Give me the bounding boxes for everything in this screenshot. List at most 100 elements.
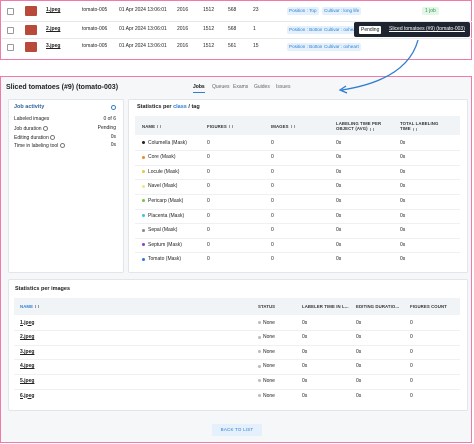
cell: 0s	[400, 227, 406, 234]
size: 568	[228, 7, 237, 13]
cell: 0s	[336, 197, 342, 204]
image-name[interactable]: 3.jpeg	[46, 43, 61, 49]
checkbox[interactable]	[7, 44, 14, 51]
cell: 0	[207, 227, 210, 234]
activity-title: Job activity	[14, 104, 45, 110]
cell: 0s	[302, 348, 308, 355]
back-button-label[interactable]: BACK TO LIST	[220, 427, 254, 432]
color-dot	[142, 214, 145, 217]
cell: 0	[207, 154, 210, 161]
settings-icon[interactable]	[111, 105, 116, 110]
images-title: Statistics per images	[15, 286, 71, 292]
activity-value: 0s	[110, 133, 116, 140]
date: 01 Apr 2024 13:06:01	[119, 26, 167, 32]
cell: 0s	[356, 392, 362, 399]
class-title: Statistics per class / tag	[137, 104, 200, 111]
cell: Pericarp (Mask)	[148, 197, 184, 204]
cell: 0s	[302, 377, 308, 384]
image-link[interactable]: 4.jpeg	[20, 363, 35, 370]
height: 1512	[203, 26, 215, 32]
cell: 0s	[336, 241, 342, 248]
tag: Position : Bottom	[287, 26, 326, 34]
cell: None	[263, 377, 275, 384]
activity-label: Job duration	[14, 125, 49, 132]
row-divider	[2, 38, 472, 39]
cell: 0	[271, 154, 274, 161]
width: 2016	[177, 43, 189, 49]
thumbnail	[25, 42, 37, 52]
cell: 0	[271, 227, 274, 234]
cell: 0	[207, 256, 210, 263]
cell: 0s	[400, 154, 406, 161]
job-count[interactable]: 1 job	[422, 7, 439, 15]
cell: 0	[207, 212, 210, 219]
info-icon	[59, 143, 65, 149]
row-divider	[135, 150, 460, 152]
image-link[interactable]: 3.jpeg	[20, 348, 35, 355]
cell: 0s	[400, 256, 406, 263]
popup-job[interactable]: Sliced tomatoes (#9) (tomato-003)	[389, 26, 465, 32]
image-link[interactable]: 6.jpeg	[20, 392, 35, 399]
tab[interactable]: Exams	[233, 84, 249, 90]
color-dot	[142, 184, 145, 188]
column-header[interactable]: IMAGES	[271, 124, 326, 129]
image-link[interactable]: 1.jpeg	[20, 319, 35, 326]
checkbox[interactable]	[7, 27, 14, 34]
color-dot	[142, 243, 145, 247]
cell: 0	[410, 392, 413, 399]
cell: 0	[207, 241, 210, 248]
column-header[interactable]: FIGURES	[207, 124, 262, 129]
status-dot	[258, 394, 261, 397]
color-dot	[142, 199, 145, 203]
title-part: Statistics per	[137, 104, 174, 110]
column-header[interactable]: LABELER TIME IN L...	[302, 304, 349, 309]
status-dot	[258, 364, 261, 368]
tab[interactable]: Issues	[276, 84, 291, 90]
column-header[interactable]: STATUS	[258, 304, 276, 309]
cell: Locule (Mask)	[148, 168, 180, 175]
status-dot	[258, 335, 261, 339]
tag: Cultivar : oxheart	[322, 26, 361, 34]
color-dot	[142, 257, 145, 261]
tag: Cultivar : oxheart	[322, 43, 361, 51]
cell: Septum (Mask)	[148, 241, 182, 248]
arrow	[341, 39, 419, 91]
cell: 0s	[356, 319, 362, 326]
activity-value: 0 of 6	[103, 116, 116, 122]
column-header[interactable]: LABELING TIME PER OBJECT (AVG)	[336, 121, 386, 131]
back-button[interactable]	[212, 424, 262, 436]
column-header[interactable]: EDITING DURATIO...	[356, 304, 400, 309]
color-dot	[142, 155, 145, 159]
activity-card	[8, 99, 124, 273]
activity-label: Editing duration	[14, 134, 56, 141]
row-divider	[14, 373, 460, 375]
cell: Placenta (Mask)	[148, 212, 185, 219]
tab[interactable]: Guides	[254, 84, 270, 90]
cell: 0s	[356, 377, 362, 384]
cell: 0	[271, 197, 274, 204]
row-divider	[135, 252, 460, 254]
column-header[interactable]: NAME	[142, 124, 197, 129]
cell: Columella (Mask)	[148, 139, 187, 146]
column-header[interactable]: FIGURES COUNT	[410, 304, 447, 309]
tag: Cultivar : long life	[322, 7, 362, 15]
tab[interactable]: Queues	[212, 84, 230, 90]
status-dot	[258, 379, 261, 383]
column-header[interactable]: TOTAL LABELING TIME	[400, 121, 450, 131]
cell: None	[263, 334, 275, 341]
cell: None	[263, 363, 275, 370]
tab[interactable]: Jobs	[193, 85, 205, 93]
row-divider	[14, 344, 460, 346]
column-header[interactable]: NAME	[20, 304, 39, 309]
tag: Position : Top	[287, 7, 319, 15]
image-link[interactable]: 2.jpeg	[20, 334, 35, 341]
image-link[interactable]: 5.jpeg	[20, 377, 35, 384]
cell: 0s	[336, 154, 342, 161]
image-name[interactable]: 1.jpeg	[46, 7, 61, 13]
cell: None	[263, 392, 275, 399]
image-list-frame	[0, 0, 472, 60]
image-name[interactable]: 2.jpeg	[46, 26, 61, 32]
checkbox[interactable]	[7, 8, 14, 15]
title-part[interactable]: class	[173, 104, 189, 110]
